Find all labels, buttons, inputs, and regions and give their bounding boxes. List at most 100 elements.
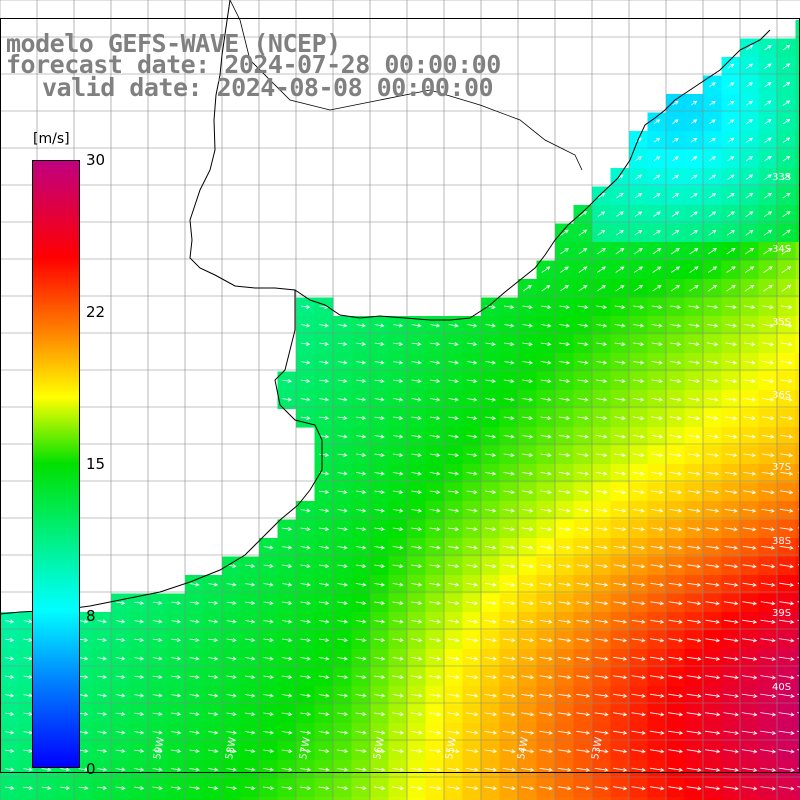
- wind-arrow: [687, 471, 701, 476]
- wind-arrow: [763, 192, 772, 199]
- wind-arrow: [577, 323, 589, 328]
- wind-arrow: [724, 564, 739, 569]
- wind-arrow: [760, 712, 777, 717]
- model-title: modelo GEFS-WAVE (NCEP): [6, 29, 341, 58]
- wind-arrow: [613, 712, 628, 717]
- wind-arrow: [668, 564, 683, 569]
- wind-cell: [721, 186, 741, 206]
- wind-arrow: [152, 656, 163, 661]
- wind-arrow: [649, 656, 665, 661]
- wind-cell: [629, 131, 649, 151]
- wind-arrow: [4, 730, 15, 735]
- wind-arrow: [318, 675, 330, 680]
- wind-arrow: [782, 211, 791, 218]
- wind-arrow: [782, 137, 791, 143]
- wind-arrow: [392, 508, 404, 513]
- wind-arrow: [778, 675, 795, 680]
- wind-arrow: [578, 266, 588, 273]
- wind-cell: [795, 353, 800, 373]
- wind-arrow: [374, 675, 386, 680]
- wind-cell: [684, 797, 704, 800]
- wind-arrow: [632, 397, 645, 402]
- wind-cell: [795, 667, 800, 687]
- wind-arrow: [560, 266, 569, 273]
- wind-arrow: [319, 489, 330, 494]
- wind-arrow: [760, 656, 776, 661]
- wind-arrow: [631, 675, 646, 680]
- wind-arrow: [355, 564, 367, 569]
- wind-arrow: [614, 379, 626, 384]
- wind-cell: [573, 242, 593, 262]
- wind-arrow: [670, 305, 682, 310]
- wind-arrow: [652, 284, 662, 292]
- wind-arrow: [631, 693, 646, 698]
- wind-arrow: [4, 767, 15, 772]
- wind-cell: [573, 223, 593, 243]
- wind-cell: [425, 797, 445, 800]
- wind-arrow: [502, 786, 516, 791]
- wind-arrow: [171, 674, 182, 679]
- wind-arrow: [78, 619, 89, 624]
- wind-arrow: [115, 711, 126, 716]
- wind-cell: [758, 112, 778, 132]
- wind-arrow: [429, 527, 441, 532]
- wind-arrow: [723, 767, 739, 772]
- wind-arrow: [689, 266, 699, 273]
- wind-cell: [629, 797, 649, 800]
- wind-arrow: [115, 785, 126, 791]
- wind-cell: [629, 223, 649, 243]
- wind-arrow: [465, 767, 479, 772]
- wind-arrow: [652, 266, 662, 273]
- wind-arrow: [559, 397, 571, 402]
- wind-arrow: [670, 266, 680, 273]
- wind-cell: [592, 260, 612, 280]
- wind-cell: [666, 168, 686, 188]
- wind-arrow: [761, 490, 775, 495]
- wind-cell: [795, 427, 800, 447]
- wind-arrow: [300, 341, 311, 346]
- wind-arrow: [466, 471, 478, 476]
- wind-arrow: [557, 786, 572, 791]
- wind-arrow: [559, 416, 571, 421]
- wind-arrow: [613, 656, 628, 661]
- wind-vector-arrows: [4, 44, 800, 791]
- wind-arrow: [631, 601, 646, 606]
- wind-arrow: [429, 545, 441, 550]
- wind-arrow: [429, 582, 441, 587]
- wind-cell: [333, 797, 353, 800]
- wind-cell: [703, 797, 723, 800]
- wind-arrow: [448, 508, 460, 513]
- wind-arrow: [226, 656, 237, 661]
- wind-cell: [777, 131, 797, 151]
- wind-arrow: [781, 266, 792, 274]
- wind-arrow: [429, 656, 442, 661]
- wind-arrow: [782, 100, 791, 106]
- wind-arrow: [613, 582, 627, 587]
- wind-arrow: [760, 638, 776, 643]
- wind-arrow: [634, 156, 642, 162]
- wind-arrow: [373, 767, 386, 772]
- wind-cell: [518, 797, 538, 800]
- wind-arrow: [466, 582, 479, 587]
- wind-arrow: [393, 378, 404, 383]
- wind-arrow: [723, 712, 739, 717]
- wind-arrow: [540, 323, 552, 328]
- wind-cell: [758, 168, 778, 188]
- wind-arrow: [134, 730, 145, 735]
- wind-arrow: [300, 730, 312, 735]
- wind-arrow: [764, 100, 772, 106]
- wind-arrow: [577, 305, 589, 310]
- wind-arrow: [134, 600, 144, 605]
- wind-arrow: [687, 601, 702, 606]
- wind-arrow: [300, 619, 311, 624]
- wind-cell: [684, 205, 704, 225]
- wind-arrow: [337, 397, 348, 402]
- wind-arrow: [78, 656, 89, 661]
- wind-cell: [721, 112, 741, 132]
- wind-arrow: [411, 545, 423, 550]
- wind-arrow: [631, 786, 646, 791]
- wind-arrow: [374, 471, 385, 476]
- wind-arrow: [410, 601, 423, 606]
- wind-arrow: [373, 786, 386, 791]
- wind-arrow: [134, 637, 145, 642]
